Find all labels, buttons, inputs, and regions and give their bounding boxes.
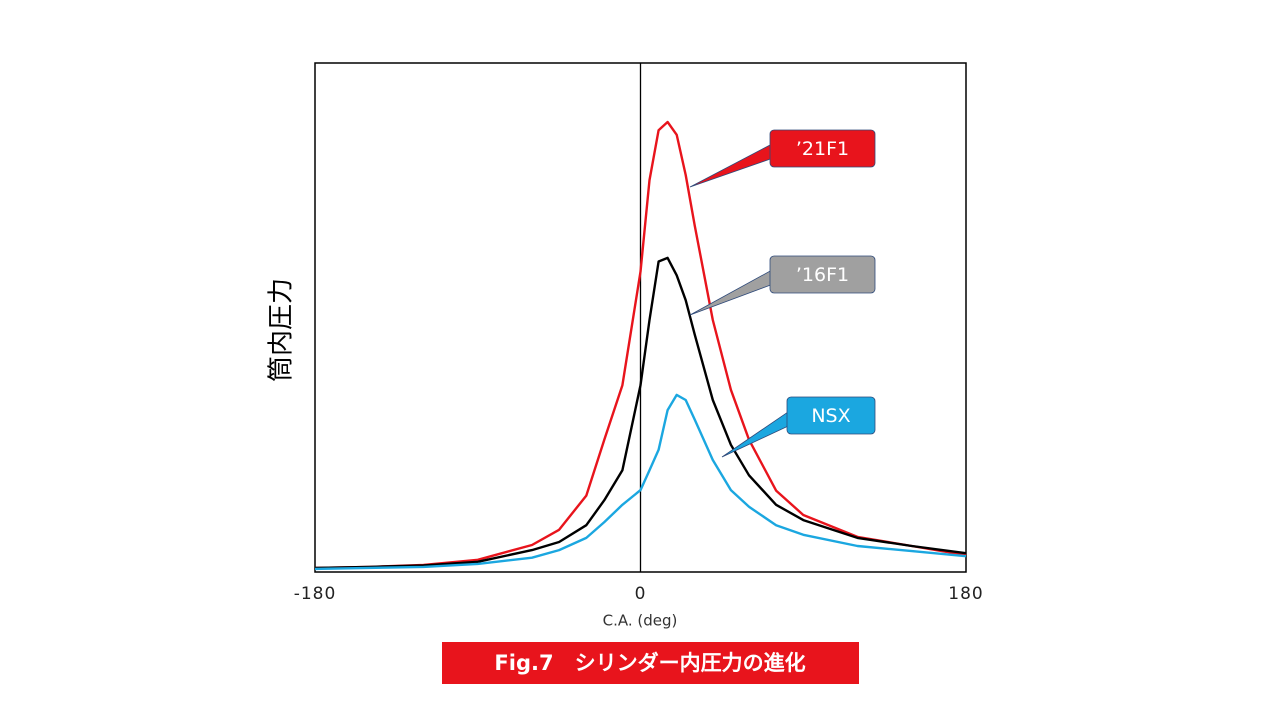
series-line (314, 256, 967, 570)
callout-pointer (721, 409, 792, 458)
callout-box (786, 396, 876, 435)
callout-box (769, 255, 876, 294)
caption-box (442, 642, 859, 684)
x-axis-label: C.A. (deg) (603, 612, 678, 630)
legend-label: ’16F1 (796, 264, 849, 286)
x-tick-label: 180 (948, 584, 983, 604)
callout-pointer (689, 268, 775, 316)
legend-label: NSX (811, 405, 850, 427)
callout-pointer (689, 142, 775, 188)
series-line (314, 393, 967, 571)
legend-label: ’21F1 (796, 138, 849, 160)
series-line (314, 120, 967, 570)
x-tick-label: -180 (294, 584, 337, 604)
callout-box (769, 129, 876, 168)
x-tick-label: 0 (635, 584, 647, 604)
y-axis-label: 筒内圧力 (267, 278, 297, 382)
caption: Fig.7 シリンダー内圧力の進化 (494, 651, 805, 675)
